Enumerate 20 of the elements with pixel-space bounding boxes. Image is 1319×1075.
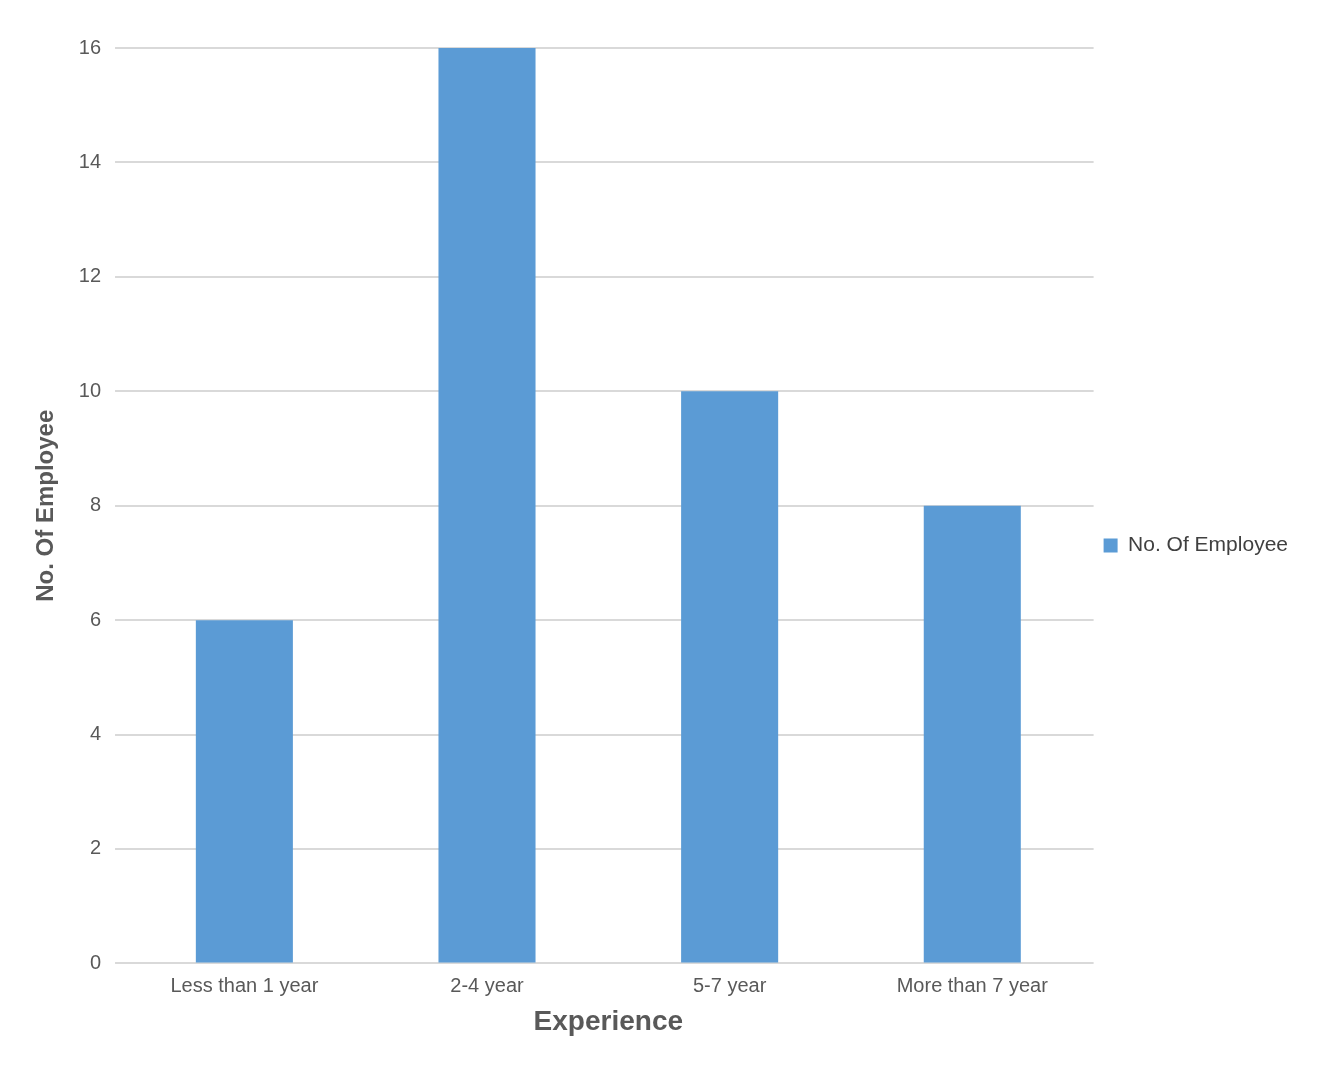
y-tick-label: 2 [89,836,102,859]
y-tick-label: 10 [78,378,102,401]
bar [438,48,536,963]
bar [195,620,293,963]
x-tick-label: 2-4 year [450,973,525,996]
bar [681,391,779,963]
y-tick-label: 12 [78,264,102,287]
x-tick-label: More than 7 year [896,973,1049,996]
y-tick-label: 14 [78,149,102,172]
y-tick-label: 4 [89,722,102,745]
y-tick-label: 16 [78,35,102,58]
x-tick-label: Less than 1 year [170,973,319,996]
y-tick-label: 8 [89,493,102,516]
x-axis-title: Experience [533,1004,684,1036]
bar [923,505,1021,963]
x-tick-label: 5-7 year [692,973,767,996]
y-tick-label: 6 [89,607,102,630]
y-axis-title: No. Of Employee [31,409,59,602]
y-tick-label: 0 [89,950,102,973]
legend-label: No. Of Employee [1128,532,1289,556]
